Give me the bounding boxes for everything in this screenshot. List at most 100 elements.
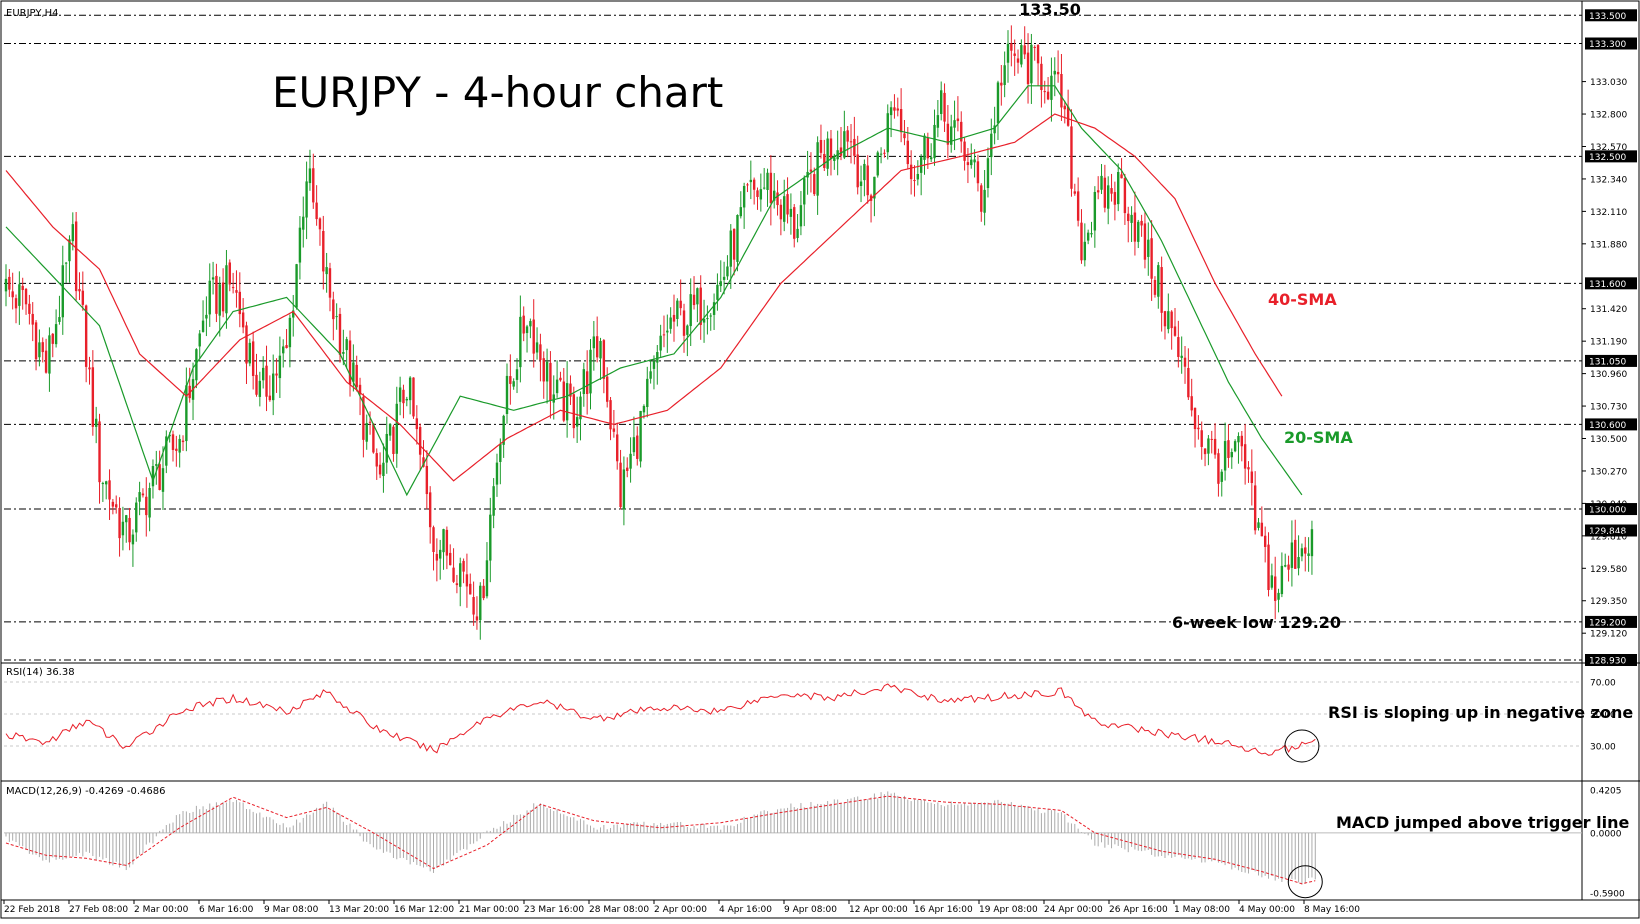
candle-body [682,310,686,336]
candle-body [572,394,575,429]
level-price-box [1585,615,1637,628]
candle-body [1193,407,1197,430]
candle-body [626,467,629,471]
candle-body [1240,435,1243,447]
candle-body [629,453,632,469]
x-tick-label: 4 May 00:00 [1239,905,1295,915]
rsi-highlight-circle [1284,729,1320,763]
candle-body [1284,565,1287,567]
candle-body [74,221,78,292]
candle-body [779,204,783,220]
candle-body [278,355,282,379]
candle-body [472,597,475,615]
x-tick-label: 22 Feb 2018 [4,905,60,915]
candle-body [946,123,950,145]
candle-body [288,317,292,348]
candle-body [395,403,398,454]
candle-body [64,262,68,264]
candle-body [816,142,819,196]
candle-body [358,384,362,395]
candle-body [268,395,272,401]
candle-body [1170,311,1173,329]
candle-body [863,163,866,181]
candle-body [1020,45,1023,65]
candle-body [255,374,258,395]
candle-body [1023,45,1026,55]
candle-body [1046,91,1050,100]
macd-level-label: 0.4205 [1590,787,1622,797]
candle-body [325,267,328,275]
candle-body [1123,178,1127,214]
candle-body [909,164,913,180]
candle-body [746,184,749,186]
candle-body [54,324,58,345]
candle-body [125,515,128,523]
candle-body [175,448,178,451]
candle-body [1294,539,1297,569]
candle-body [766,172,769,191]
candle-body [666,330,669,333]
candle-body [141,493,145,496]
candle-body [532,319,535,354]
candle-body [31,313,34,325]
x-tick-label: 6 Mar 16:00 [199,905,254,915]
price-tick-label: 130.500 [1590,435,1627,445]
candle-body [963,141,966,161]
candle-body [422,457,425,467]
candle-body [355,364,358,388]
x-tick-label: 23 Mar 16:00 [524,905,584,915]
candle-body [859,181,863,186]
candle-body [305,181,308,218]
candle-body [712,302,716,315]
candle-body [218,284,221,316]
candle-body [1220,471,1223,482]
candle-body [1287,564,1290,570]
x-tick-label: 27 Feb 08:00 [69,905,128,915]
candle-body [1070,126,1073,189]
candle-body [575,417,579,427]
rsi-label: RSI(14) 36.38 [6,667,75,678]
x-tick-label: 2 Mar 00:00 [134,905,189,915]
macd-level-label: -0.5900 [1590,889,1625,899]
x-tick-label: 16 Mar 12:00 [394,905,454,915]
candle-body [1026,52,1030,85]
candle-body [579,396,582,420]
candle-body [1167,311,1170,330]
x-tick-label: 8 May 16:00 [1304,905,1360,915]
candle-body [933,124,936,159]
candle-body [1277,592,1280,600]
macd-signal-line [5,795,1316,885]
candle-body [773,190,776,201]
candle-body [479,585,482,621]
candle-body [88,367,91,370]
x-tick-label: 4 Apr 16:00 [719,905,772,915]
candle-body [706,318,709,320]
candle-body [499,443,502,462]
candle-body [612,428,616,432]
x-tick-label: 21 Mar 00:00 [459,905,519,915]
candle-body [980,185,983,212]
candle-body [956,118,960,122]
candle-body [428,492,432,528]
candle-body [185,385,188,442]
candle-body [843,131,846,158]
candle-body [1153,279,1157,295]
candle-body [315,202,318,220]
chart-title: EURJPY - 4-hour chart [272,68,723,117]
sma40-line [5,113,1283,482]
candle-body [14,298,18,309]
price-tick-label: 131.880 [1590,240,1627,250]
candle-body [492,486,495,516]
candle-body [415,418,419,430]
candle-body [282,346,285,354]
candle-body [1260,522,1264,537]
candle-body [208,280,211,315]
candle-body [235,290,238,293]
candle-body [606,376,609,402]
candle-body [241,312,245,328]
candle-body [58,317,61,322]
level-price-label: 130.000 [1589,506,1626,516]
candle-body [1103,177,1107,208]
candle-body [1107,185,1110,209]
candle-body [669,317,672,329]
